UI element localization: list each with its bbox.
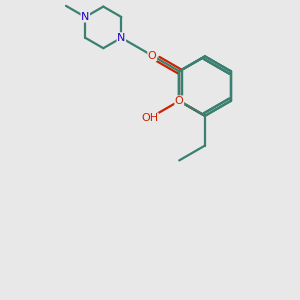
Text: N: N (117, 33, 125, 43)
Text: OH: OH (141, 113, 158, 123)
Text: N: N (81, 12, 89, 22)
Text: O: O (175, 96, 184, 106)
Text: O: O (148, 51, 157, 61)
